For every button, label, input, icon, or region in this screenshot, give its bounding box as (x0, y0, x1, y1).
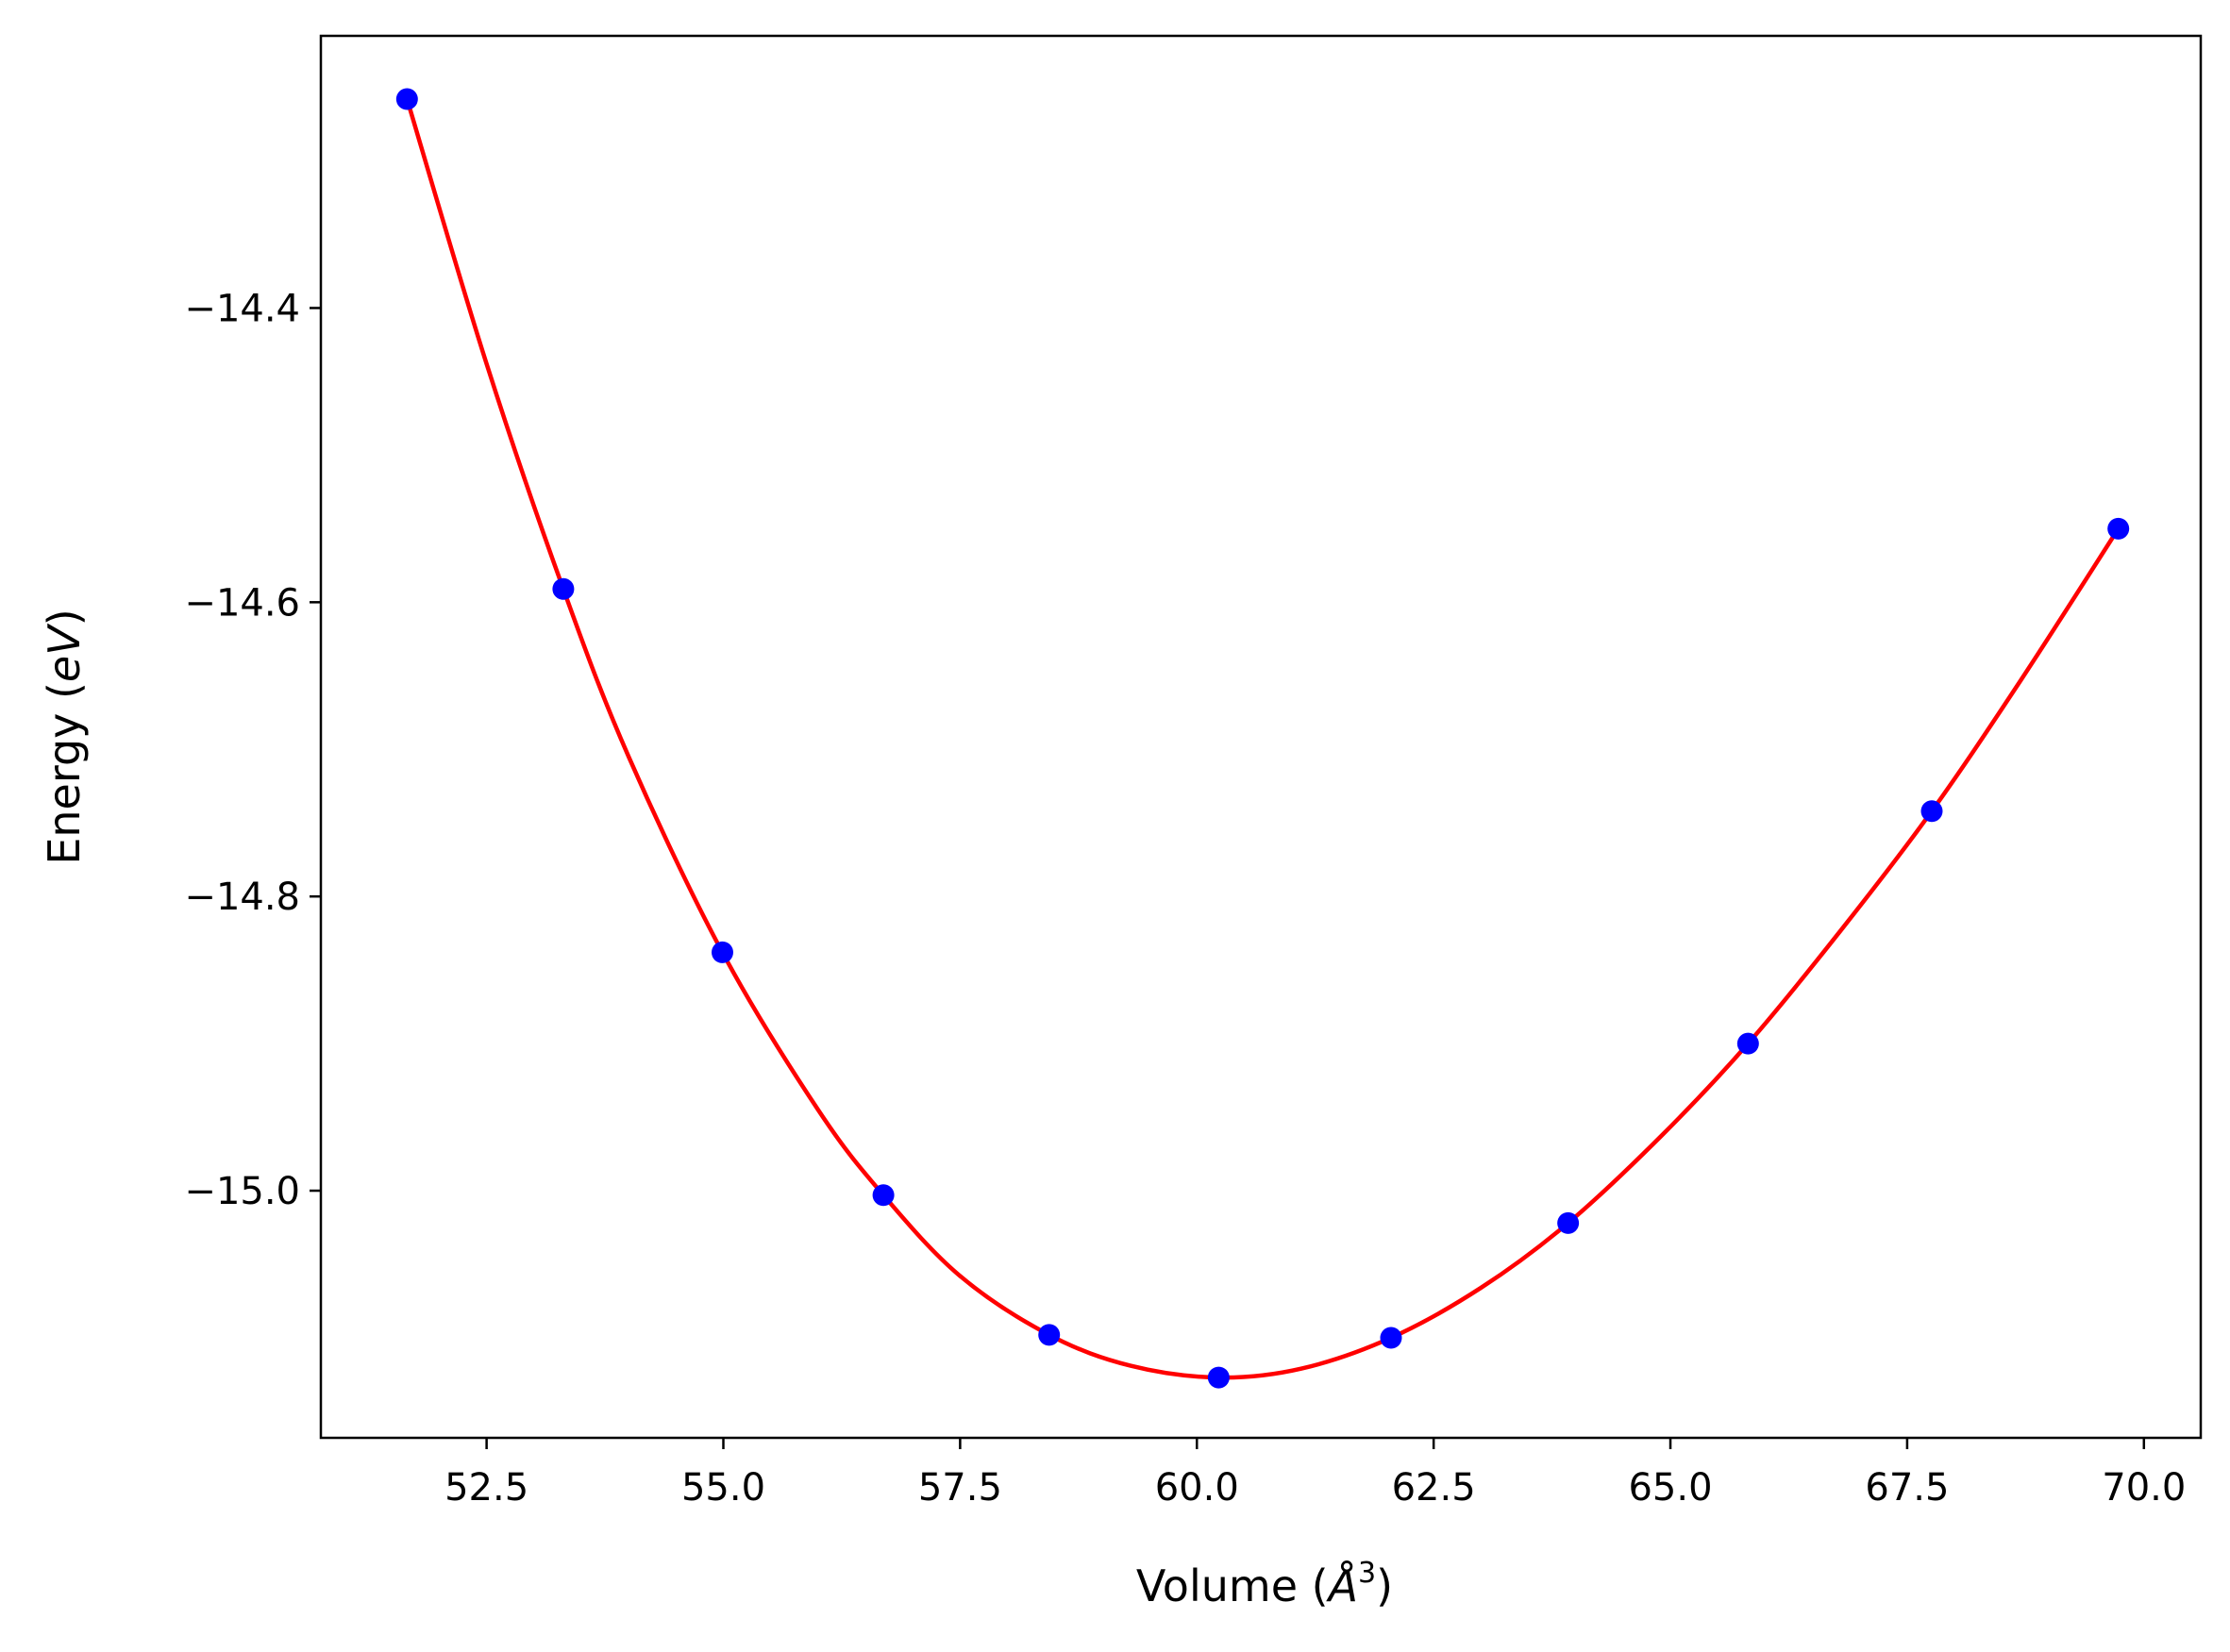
x-axis-title: Volume (Å3) (1136, 1557, 1393, 1611)
x-axis-title-unit: Å (1326, 1560, 1358, 1611)
y-tick-label: −14.8 (184, 876, 300, 919)
x-axis-title-exponent: 3 (1358, 1557, 1376, 1590)
y-axis-title: Energy (eV) (39, 609, 90, 864)
data-points-layer (395, 88, 2130, 1389)
x-tick-label: 65.0 (1628, 1466, 1712, 1510)
y-tick-label: −14.4 (184, 287, 300, 330)
data-point (395, 88, 418, 110)
data-point (2107, 517, 2130, 540)
data-point (1207, 1366, 1230, 1389)
y-axis-title-prefix: Energy ( (39, 682, 90, 865)
x-axis-title-prefix: Volume ( (1136, 1560, 1329, 1611)
data-point (1380, 1327, 1402, 1349)
x-axis-title-suffix: ) (1376, 1560, 1393, 1611)
y-tick-label: −15.0 (184, 1170, 300, 1213)
y-tick-label: −14.6 (184, 581, 300, 625)
x-tick-label: 60.0 (1155, 1466, 1239, 1510)
x-axis: 52.5 55.0 57.5 60.0 62.5 65.0 67.5 70.0 (444, 1438, 2186, 1510)
fit-curve-line (405, 98, 2121, 1380)
fit-curve-layer (405, 98, 2121, 1380)
x-tick-label: 62.5 (1392, 1466, 1476, 1510)
y-axis-title-unit: eV (39, 623, 90, 682)
x-tick-label: 67.5 (1865, 1466, 1949, 1510)
data-point (872, 1184, 895, 1207)
x-tick-label: 70.0 (2102, 1466, 2186, 1510)
x-tick-label: 57.5 (918, 1466, 1002, 1510)
data-point (552, 577, 575, 600)
y-axis-title-suffix: ) (39, 609, 90, 626)
x-tick-label: 55.0 (681, 1466, 765, 1510)
data-point (1736, 1032, 1759, 1055)
y-axis: −15.0 −14.8 −14.6 −14.4 (184, 287, 321, 1213)
data-point (1038, 1324, 1061, 1346)
data-point (1557, 1211, 1580, 1234)
data-point (711, 941, 733, 963)
data-point (1920, 800, 1943, 823)
plot-frame (319, 34, 2203, 1440)
x-tick-label: 52.5 (444, 1466, 528, 1510)
